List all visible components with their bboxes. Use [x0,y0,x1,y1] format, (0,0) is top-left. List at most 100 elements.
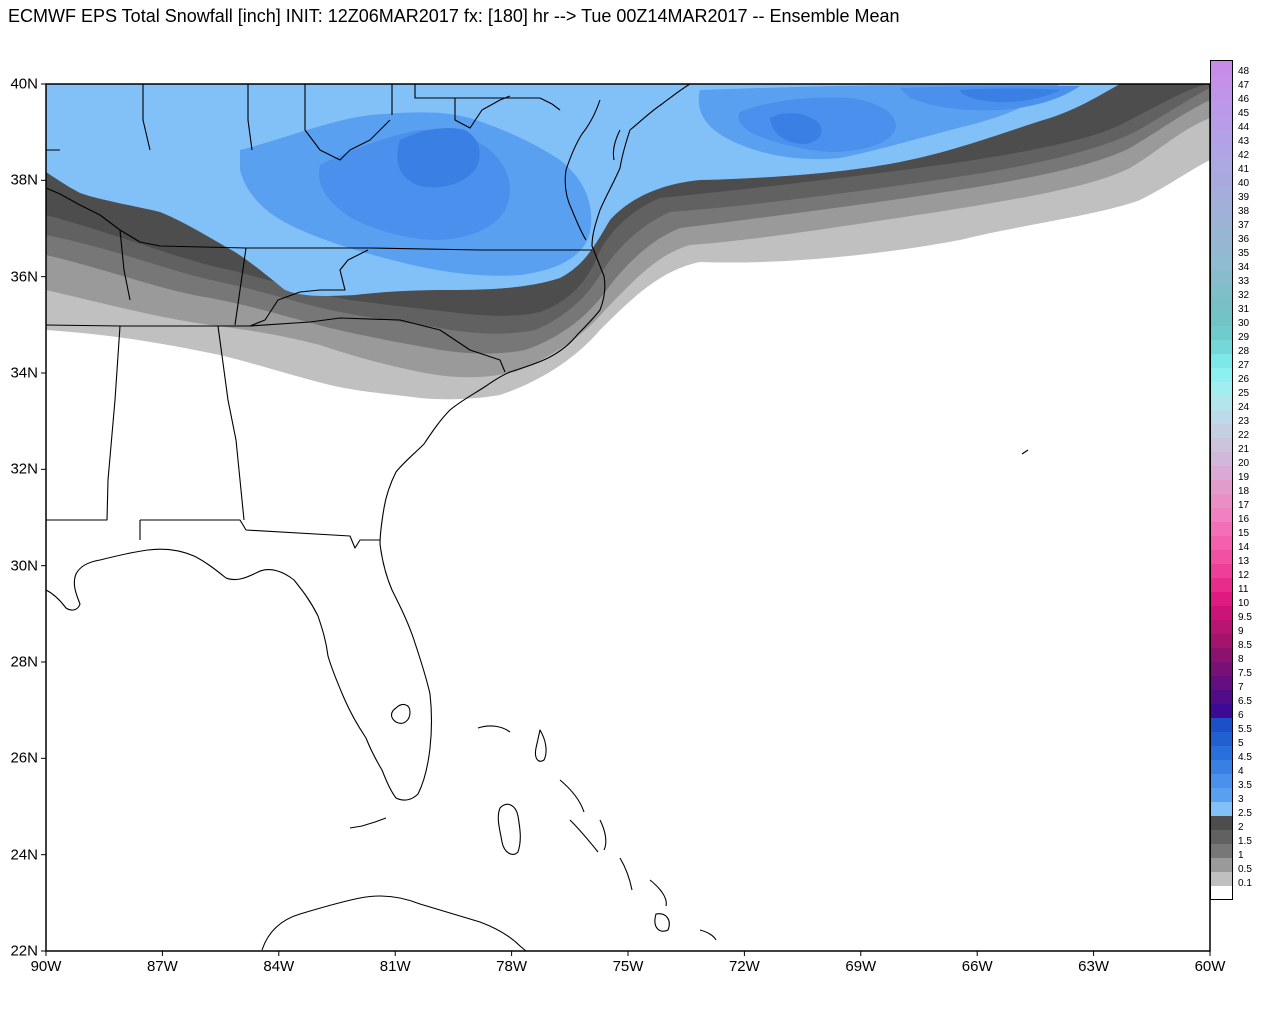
legend-swatch [1210,550,1233,564]
bahamas-abaco [534,729,547,762]
legend-swatch [1210,116,1233,130]
legend-swatch [1210,508,1233,522]
legend-label: 39 [1238,192,1250,203]
turks-caicos [699,929,717,941]
legend-row: 5.5 [1210,718,1280,735]
snowfall-legend: 48 47 46 45 44 43 42 41 40 39 38 37 36 35 34 33 32 31 30 29… [1210,60,1280,900]
legend-swatch [1210,592,1233,606]
legend-row: 1 [1210,844,1280,861]
snow-band-4 [397,88,1060,188]
legend-swatch [1210,648,1233,662]
legend-label: 25 [1238,388,1250,399]
legend-swatch [1210,368,1233,382]
lat-label-30n: 30N [10,557,38,575]
lat-label-24n: 24N [10,846,38,864]
legend-label: 36 [1238,234,1250,245]
legend-row: 14 [1210,536,1280,553]
legend-row: 5 [1210,732,1280,749]
lon-label-72w: 72W [728,958,760,975]
legend-swatch [1210,634,1233,648]
lon-label-63w: 63W [1078,958,1110,975]
legend-label: 15 [1238,528,1250,539]
legend-swatch [1210,172,1233,186]
legend-swatch [1210,564,1233,578]
legend-label: 2 [1238,822,1244,833]
legend-row: 22 [1210,424,1280,441]
legend-label: 1 [1238,850,1244,861]
legend-label: 9.5 [1238,612,1252,623]
legend-swatch [1210,466,1233,480]
legend-label: 18 [1238,486,1250,497]
bahamas-long [619,857,633,891]
legend-swatch [1210,844,1233,858]
legend-swatch [1210,228,1233,242]
legend-label: 38 [1238,206,1250,217]
legend-row: 17 [1210,494,1280,511]
legend-swatch [1210,214,1233,228]
legend-swatch [1210,718,1233,732]
legend-label: 48 [1238,66,1250,77]
legend-swatch [1210,382,1233,396]
legend-label: 40 [1238,178,1250,189]
legend-row: 15 [1210,522,1280,539]
legend-row: 28 [1210,340,1280,357]
legend-swatch [1210,760,1233,774]
legend-label: 44 [1238,122,1250,133]
axis-ticks [41,83,1211,956]
lon-label-66w: 66W [961,958,993,975]
bahamas-eleuthera [559,779,585,813]
legend-row: 16 [1210,508,1280,525]
legend-row: 29 [1210,326,1280,343]
legend-swatch [1210,522,1233,536]
legend-swatch [1210,774,1233,788]
east-coast-coastline [46,84,1210,801]
legend-swatch [1210,872,1233,886]
lat-label-22n: 22N [10,942,38,960]
legend-row: 3.5 [1210,774,1280,791]
legend-swatch [1210,410,1233,424]
legend-row: 2.5 [1210,802,1280,819]
legend-swatch [1210,480,1233,494]
legend-label: 31 [1238,304,1250,315]
legend-row: 47 [1210,74,1280,91]
legend-label: 7.5 [1238,668,1252,679]
legend-label: 3 [1238,794,1244,805]
legend-row: 27 [1210,354,1280,371]
legend-swatch [1210,298,1233,312]
legend-row: 24 [1210,396,1280,413]
legend-label: 43 [1238,136,1250,147]
lat-label-28n: 28N [10,653,38,671]
legend-swatch [1210,130,1233,144]
legend-row: 40 [1210,172,1280,189]
lake-okeechobee [390,703,411,724]
legend-swatch [1210,438,1233,452]
legend-swatch [1210,284,1233,298]
legend-label: 6 [1238,710,1244,721]
legend-label: 8.5 [1238,640,1252,651]
bahamas-andros [497,803,521,855]
legend-row: 19 [1210,466,1280,483]
legend-swatch [1210,620,1233,634]
lat-label-38n: 38N [10,171,38,189]
legend-swatch [1210,340,1233,354]
florida-keys [349,817,387,829]
legend-label: 4.5 [1238,752,1252,763]
lon-label-84w: 84W [263,958,295,975]
snowfall-shading [46,84,1210,400]
map-title: ECMWF EPS Total Snowfall [inch] INIT: 12… [8,6,900,26]
bermuda [1021,449,1029,455]
legend-label: 20 [1238,458,1250,469]
legend-row: 21 [1210,438,1280,455]
legend-swatch [1210,816,1233,830]
legend-swatch [1210,312,1233,326]
legend-row: 20 [1210,452,1280,469]
legend-label: 0.1 [1238,878,1252,889]
legend-row: 32 [1210,284,1280,301]
legend-label: 6.5 [1238,696,1252,707]
legend-label: 29 [1238,332,1250,343]
legend-swatch [1210,256,1233,270]
legend-row: 35 [1210,242,1280,259]
legend-swatch [1210,536,1233,550]
delaware-bay [612,129,621,161]
